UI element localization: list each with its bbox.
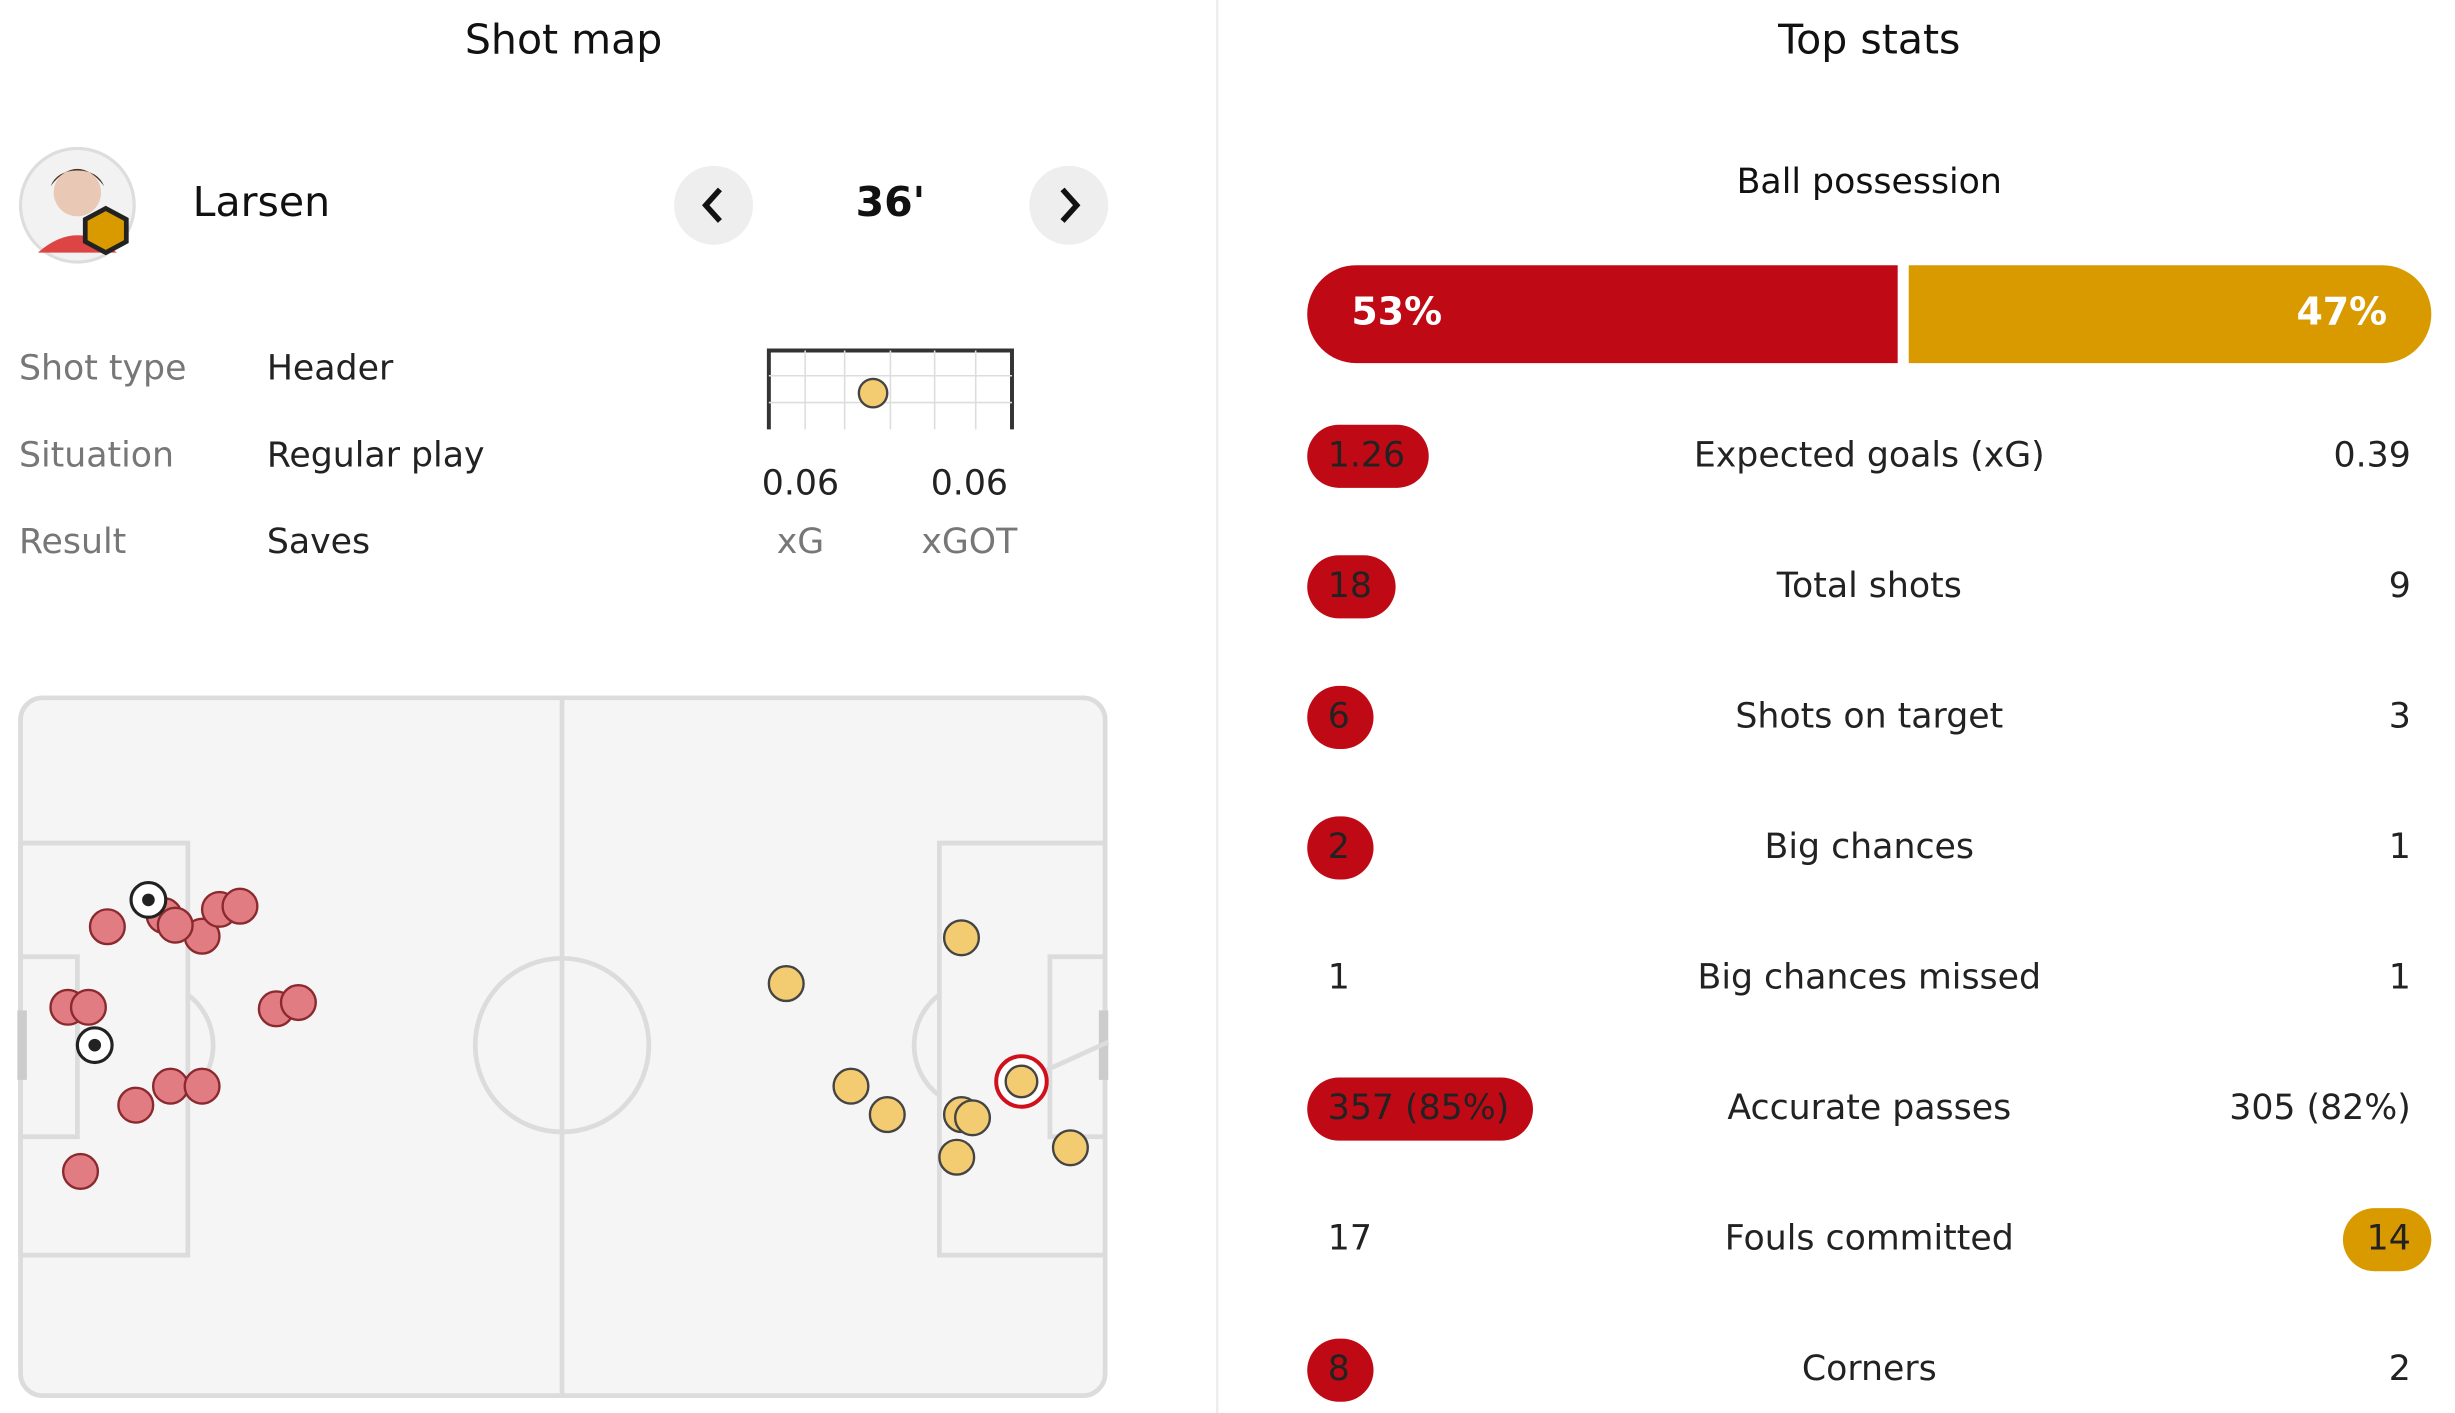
- pitch: [17, 695, 1110, 1399]
- metric-value: 0.06: [762, 464, 839, 504]
- stat-away: 0.39: [2333, 435, 2410, 475]
- stat-value: 9: [2389, 566, 2411, 606]
- stat-away: 1: [2389, 958, 2411, 998]
- metric-label: xG: [777, 522, 824, 562]
- stat-value: 14: [2367, 1219, 2411, 1259]
- stat-pill: [1307, 1338, 1374, 1402]
- stat-value: 17: [1328, 1219, 1372, 1259]
- stat-label: Big chances missed: [1698, 958, 2042, 998]
- detail-label: Shot type: [19, 348, 187, 388]
- stat-label: Big chances: [1765, 827, 1974, 867]
- stat-away: 14: [2342, 1208, 2432, 1272]
- stat-home: 1.26: [1307, 424, 1429, 488]
- stat-value: 2: [1328, 827, 1350, 867]
- detail-value: Header: [267, 348, 394, 388]
- stat-pill: [1307, 816, 1374, 880]
- panel-title: Top stats: [1777, 16, 1960, 64]
- possession-label: Ball possession: [1737, 162, 2002, 202]
- stat-value: 357 (85%): [1328, 1088, 1510, 1128]
- stat-value: 6: [1328, 696, 1350, 736]
- detail-value: Saves: [267, 522, 370, 562]
- stat-label: Corners: [1802, 1349, 1937, 1389]
- stat-away: 1: [2389, 827, 2411, 867]
- detail-value: Regular play: [267, 435, 485, 475]
- stat-value: 18: [1328, 566, 1372, 606]
- stat-value: 1.26: [1328, 435, 1405, 475]
- next-button[interactable]: [1029, 165, 1109, 245]
- stat-pill: [1307, 424, 1429, 488]
- stat-home: 1: [1328, 958, 1350, 998]
- stat-pill: [1307, 555, 1396, 619]
- detail-label: Situation: [19, 435, 174, 475]
- stat-label: Fouls committed: [1725, 1219, 2014, 1259]
- stat-home: 8: [1307, 1338, 1374, 1402]
- possession-home: 53%: [1351, 290, 1442, 334]
- stat-value: 1: [2389, 958, 2411, 998]
- detail-label: Result: [19, 522, 126, 562]
- stat-label: Shots on target: [1735, 696, 2003, 736]
- stat-pill: [1307, 1077, 1533, 1141]
- stat-home: 357 (85%): [1307, 1077, 1533, 1141]
- stat-value: 8: [1328, 1349, 1350, 1389]
- goal-frame: [766, 348, 1014, 430]
- stat-label: Total shots: [1776, 566, 1962, 606]
- stat-pill: [1307, 685, 1374, 749]
- panel-title: Shot map: [465, 16, 662, 64]
- stat-away: 3: [2389, 696, 2411, 736]
- metric-value: 0.06: [931, 464, 1008, 504]
- stat-away: 2: [2389, 1349, 2411, 1389]
- stat-value: 2: [2389, 1349, 2411, 1389]
- stat-label: Expected goals (xG): [1694, 435, 2045, 475]
- metric-label: xGOT: [921, 522, 1018, 562]
- stat-away: 9: [2389, 566, 2411, 606]
- stat-value: 0.39: [2333, 435, 2410, 475]
- stat-home: 6: [1307, 685, 1374, 749]
- minute: 36': [856, 178, 926, 226]
- prev-button[interactable]: [674, 165, 754, 245]
- avatar: [18, 146, 136, 264]
- stat-pill: [2342, 1208, 2432, 1272]
- possession-bar-away: [1908, 265, 2432, 364]
- possession-bar-home: [1307, 265, 1898, 364]
- stat-value: 3: [2389, 696, 2411, 736]
- stat-home: 17: [1328, 1219, 1372, 1259]
- stat-home: 2: [1307, 816, 1374, 880]
- stat-away: 305 (82%): [2229, 1088, 2411, 1128]
- possession-away: 47%: [2296, 290, 2387, 334]
- stat-home: 18: [1307, 555, 1396, 619]
- player-name: Larsen: [193, 178, 331, 226]
- stat-value: 305 (82%): [2229, 1088, 2411, 1128]
- stat-value: 1: [1328, 958, 1350, 998]
- stat-value: 1: [2389, 827, 2411, 867]
- stat-label: Accurate passes: [1727, 1088, 2011, 1128]
